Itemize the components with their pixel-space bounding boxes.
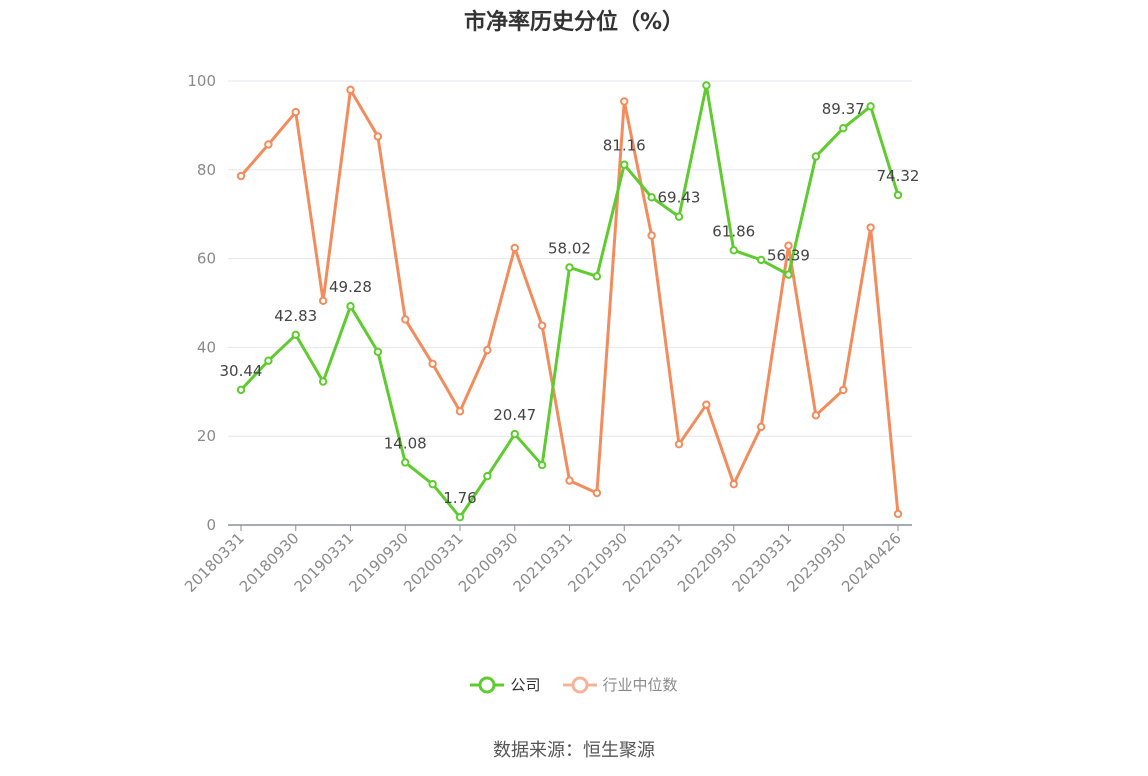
chart-title: 市净率历史分位（%） [463,10,685,35]
data-point-industry-median[interactable] [346,85,355,95]
line-chart: 0204060801002018033120180930201903312019… [181,72,920,596]
data-point-company[interactable] [291,330,300,340]
data-point-company[interactable] [455,512,465,522]
data-point-company[interactable] [592,272,602,281]
data-point-industry-median[interactable] [811,411,821,420]
data-point-industry-median[interactable] [592,488,602,498]
data-point-industry-median[interactable] [483,345,492,355]
data-label: 1.76 [443,489,476,507]
legend-item-industry-median[interactable]: 行业中位数 [562,674,678,695]
data-point-industry-median[interactable] [318,296,328,305]
y-tick-label: 40 [197,338,216,356]
data-point-company[interactable] [510,429,519,439]
data-point-industry-median[interactable] [537,321,547,330]
data-point-industry-median[interactable] [674,439,684,449]
data-point-company[interactable] [428,479,437,489]
data-point-company[interactable] [401,458,410,467]
data-label: 74.32 [877,167,920,185]
data-point-company[interactable] [702,81,711,90]
data-point-company[interactable] [537,460,547,470]
grid-lines [228,80,912,437]
data-point-company[interactable] [373,347,383,357]
data-point-industry-median[interactable] [784,241,793,250]
data-point-industry-median[interactable] [291,107,300,117]
data-point-company[interactable] [565,263,574,272]
data-point-industry-median[interactable] [647,231,656,240]
legend: 公司 行业中位数 [0,674,1148,695]
series-layer [236,81,903,522]
data-label: 20.47 [493,406,536,424]
y-tick-label: 20 [197,427,216,445]
data-point-company[interactable] [839,123,848,133]
data-point-company[interactable] [620,160,629,169]
legend-label-industry-median: 行业中位数 [602,676,678,694]
x-tick-label: 20240426 [838,529,905,596]
legend-label-company: 公司 [510,676,541,694]
data-point-industry-median[interactable] [893,509,903,519]
data-point-company[interactable] [346,301,355,311]
data-point-company[interactable] [674,212,684,221]
y-tick-label: 0 [206,516,216,534]
y-tick-label: 100 [187,72,216,90]
data-label: 30.44 [220,362,263,380]
data-point-company[interactable] [318,377,328,386]
data-label: 61.86 [712,222,755,240]
data-point-company[interactable] [483,471,492,481]
data-label: 49.28 [329,278,372,296]
data-label: 56.39 [767,247,810,265]
data-point-industry-median[interactable] [702,400,711,409]
data-point-industry-median[interactable] [455,407,465,416]
data-point-industry-median[interactable] [756,422,766,432]
data-point-industry-median[interactable] [264,140,273,149]
data-point-industry-median[interactable] [510,243,519,253]
data-point-industry-median[interactable] [428,359,437,369]
legend-line-circle-icon-orange [562,676,597,693]
data-point-company[interactable] [647,193,656,202]
data-point-industry-median[interactable] [565,476,574,485]
data-point-company[interactable] [893,190,903,200]
source-note: 数据来源：恒生聚源 [493,740,655,761]
data-point-company[interactable] [756,255,766,265]
data-labels: 30.44 42.83 49.28 14.08 1.76 20.47 58.02 81.16 6… [220,100,920,507]
data-label: 42.83 [274,307,317,325]
data-point-industry-median[interactable] [729,479,738,489]
data-point-company[interactable] [784,270,793,279]
y-tick-label: 80 [197,161,216,179]
data-point-company[interactable] [811,152,821,161]
data-label: 58.02 [548,239,591,257]
legend-item-company[interactable]: 公司 [470,674,541,695]
y-tick-label: 60 [197,250,216,268]
data-point-industry-median[interactable] [839,385,848,395]
data-point-industry-median[interactable] [236,171,246,181]
series-line-industry-median [239,88,900,515]
data-point-industry-median[interactable] [373,132,383,141]
data-point-company[interactable] [236,385,246,395]
data-point-industry-median[interactable] [401,315,410,324]
data-point-industry-median[interactable] [866,223,875,232]
data-label: 69.43 [658,189,701,207]
data-label: 89.37 [822,100,865,118]
data-point-company[interactable] [729,246,738,255]
data-point-company[interactable] [866,102,875,111]
data-label: 14.08 [384,434,427,452]
legend-line-circle-icon-green [470,676,505,693]
series-line-company [239,83,900,519]
data-point-company[interactable] [264,356,273,365]
data-label: 81.16 [603,137,646,155]
data-point-industry-median[interactable] [620,97,629,106]
